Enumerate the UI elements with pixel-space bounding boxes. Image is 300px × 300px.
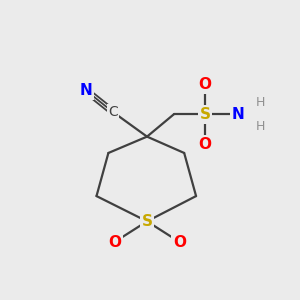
Text: H: H [255, 120, 265, 133]
Text: O: O [199, 136, 212, 152]
Text: O: O [173, 235, 186, 250]
Text: S: S [200, 107, 211, 122]
Text: C: C [108, 105, 118, 119]
Text: H: H [255, 96, 265, 109]
Text: S: S [142, 214, 152, 229]
Text: O: O [199, 77, 212, 92]
Text: O: O [108, 235, 121, 250]
Text: N: N [80, 83, 92, 98]
Text: N: N [231, 107, 244, 122]
